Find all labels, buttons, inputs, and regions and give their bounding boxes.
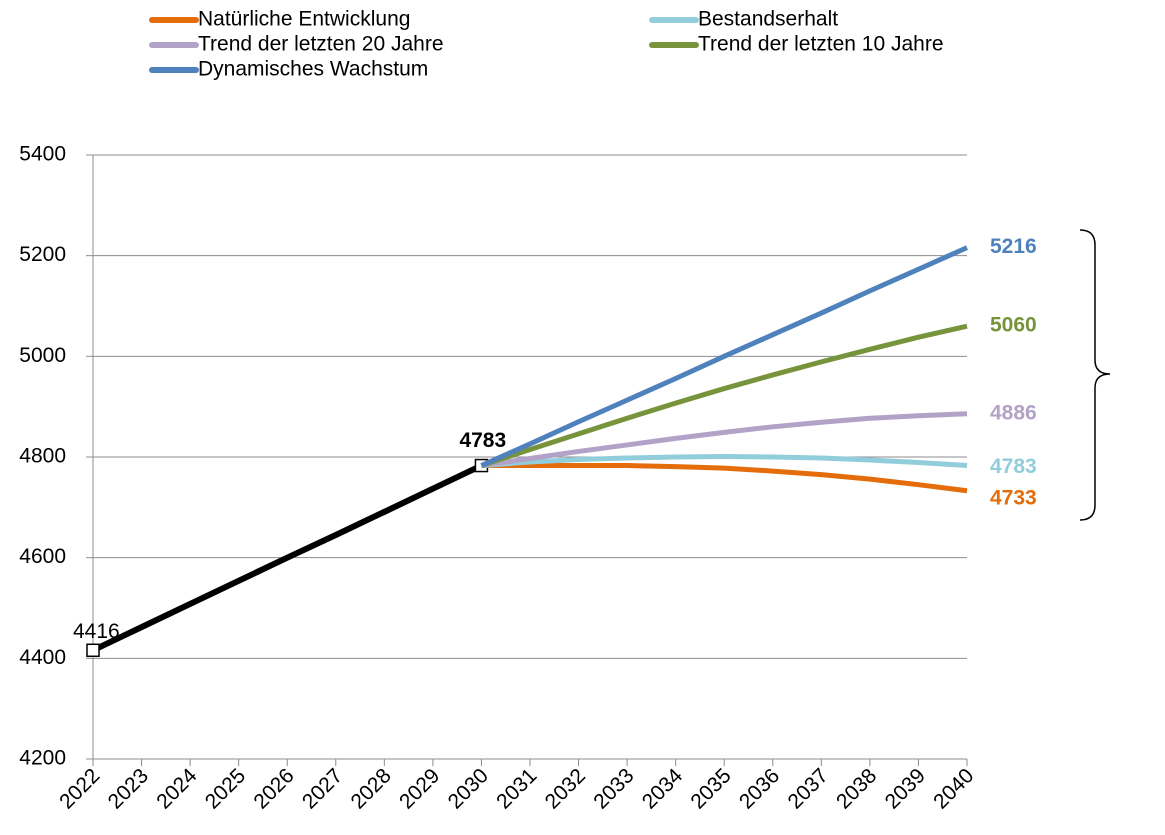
data-label: 4733 bbox=[990, 486, 1037, 509]
x-tick-label: 2034 bbox=[638, 764, 688, 814]
marker bbox=[86, 643, 100, 658]
x-tick-label: 2033 bbox=[589, 764, 638, 813]
x-tick-label: 2026 bbox=[249, 764, 298, 813]
legend-label: Natürliche Entwicklung bbox=[198, 8, 410, 31]
data-label: 5216 bbox=[990, 235, 1037, 258]
y-tick-label: 4200 bbox=[19, 747, 66, 770]
y-tick-label: 5400 bbox=[19, 143, 66, 166]
legend-label: Bestandserhalt bbox=[698, 8, 838, 31]
series-line bbox=[91, 462, 483, 653]
x-tick-label: 2030 bbox=[444, 764, 493, 813]
y-tick-label: 5000 bbox=[19, 344, 66, 367]
bracket bbox=[1079, 229, 1111, 521]
y-tick-label: 4600 bbox=[19, 545, 66, 568]
series-line bbox=[481, 411, 968, 469]
data-label: 4416 bbox=[73, 620, 120, 643]
x-tick-label: 2024 bbox=[152, 764, 202, 814]
data-label: 4886 bbox=[990, 401, 1037, 424]
x-tick-label: 2029 bbox=[395, 764, 444, 813]
x-tick-label: 2032 bbox=[541, 764, 590, 813]
x-tick-label: 2023 bbox=[104, 764, 153, 813]
data-label: 5060 bbox=[990, 314, 1037, 337]
x-tick-label: 2038 bbox=[832, 764, 881, 813]
x-tick-label: 2040 bbox=[929, 764, 978, 813]
x-tick-label: 2028 bbox=[346, 764, 395, 813]
legend-label: Trend der letzten 10 Jahre bbox=[698, 33, 944, 56]
x-tick-label: 2036 bbox=[735, 764, 784, 813]
data-label: 4783 bbox=[990, 455, 1037, 478]
x-tick-label: 2031 bbox=[492, 764, 541, 813]
x-tick-label: 2022 bbox=[55, 764, 104, 813]
series-line bbox=[480, 245, 969, 468]
x-tick-label: 2035 bbox=[686, 764, 735, 813]
data-label: 4783 bbox=[459, 429, 506, 452]
x-tick-label: 2039 bbox=[881, 764, 930, 813]
x-tick-label: 2025 bbox=[201, 764, 250, 813]
series-line bbox=[481, 463, 968, 494]
y-tick-label: 4800 bbox=[19, 445, 66, 468]
x-tick-label: 2037 bbox=[783, 764, 832, 813]
y-tick-label: 5200 bbox=[19, 243, 66, 266]
series-line bbox=[480, 323, 968, 468]
legend-label: Dynamisches Wachstum bbox=[198, 58, 428, 81]
y-tick-label: 4400 bbox=[19, 646, 66, 669]
legend-label: Trend der letzten 20 Jahre bbox=[198, 33, 444, 56]
series-line bbox=[481, 453, 968, 469]
x-tick-label: 2027 bbox=[298, 764, 347, 813]
